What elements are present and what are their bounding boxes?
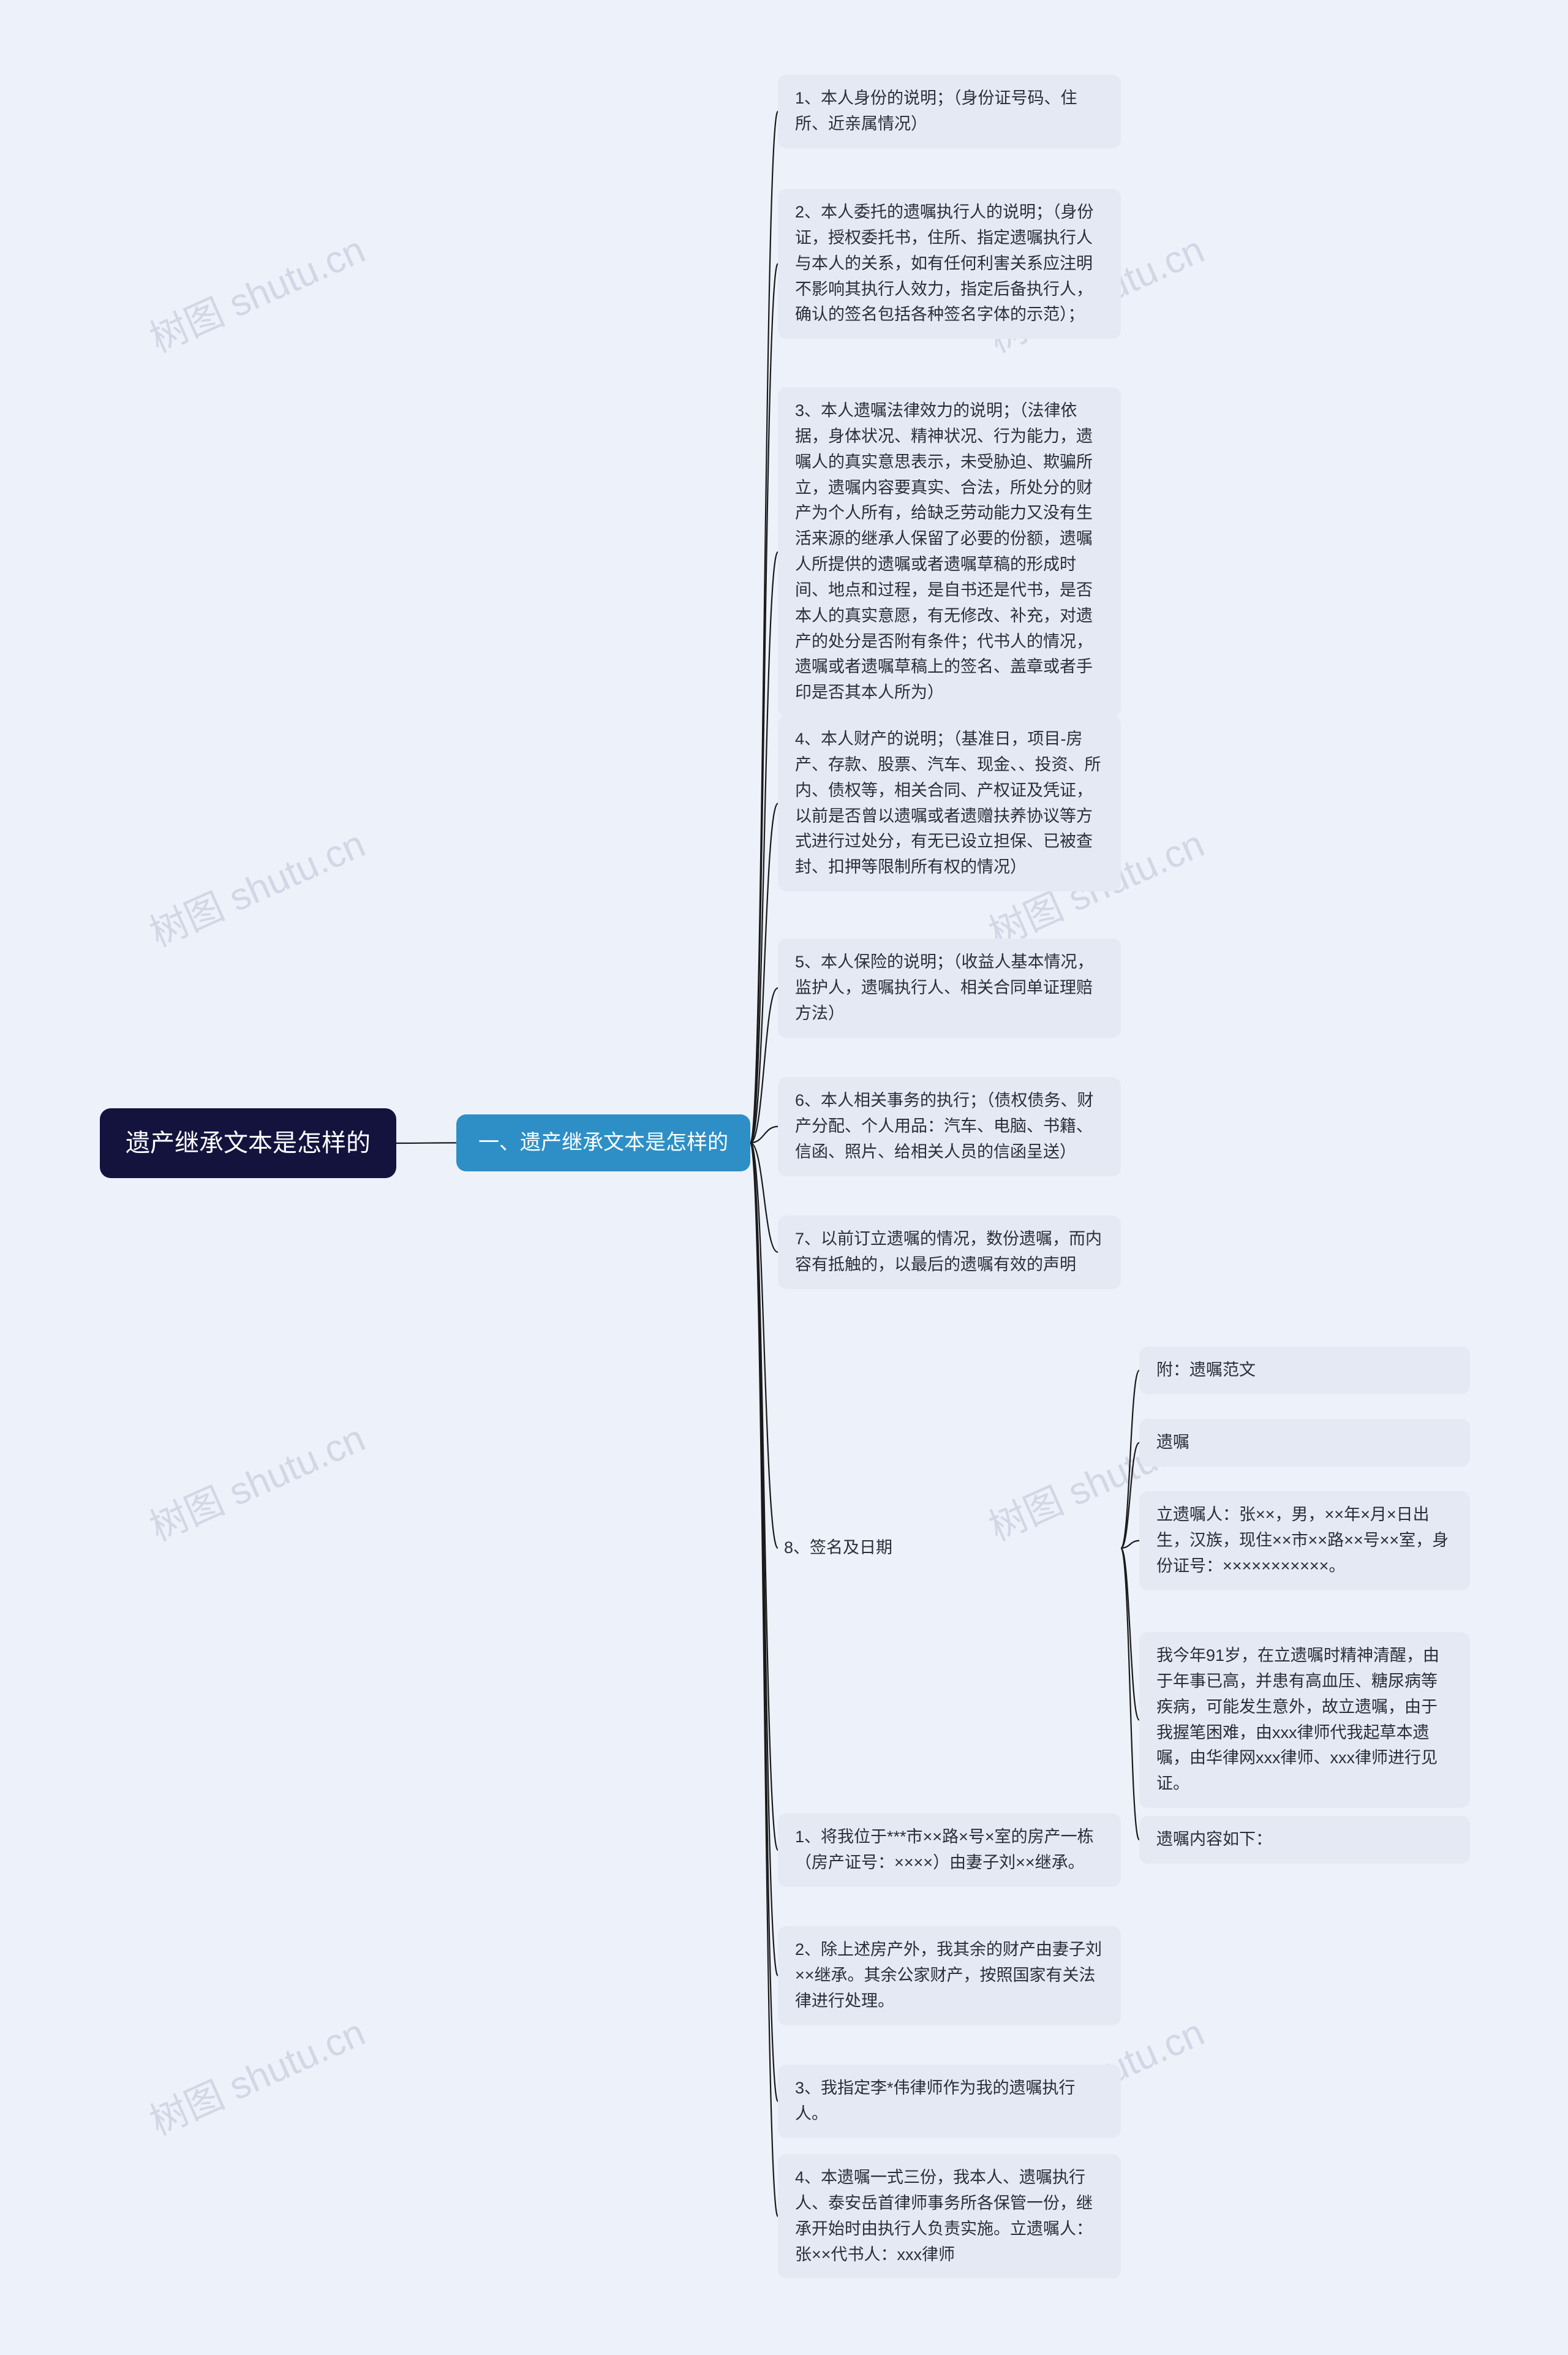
leaf-node: 遗嘱内容如下： (1139, 1816, 1470, 1864)
leaf-node: 遗嘱 (1139, 1419, 1470, 1467)
leaf-node: 我今年91岁，在立遗嘱时精神清醒，由于年事已高，并患有高血压、糖尿病等疾病，可能… (1139, 1632, 1470, 1808)
branch-node: 8、签名及日期 (778, 1528, 1121, 1568)
leaf-node: 6、本人相关事务的执行；（债权债务、财产分配、个人用品：汽车、电脑、书籍、信函、… (778, 1077, 1121, 1176)
mindmap-canvas: 树图 shutu.cn 树图 shutu.cn 树图 shutu.cn 树图 shut… (0, 0, 1568, 2355)
leaf-node: 1、本人身份的说明；（身份证号码、住所、近亲属情况） (778, 75, 1121, 148)
leaf-node: 4、本遗嘱一式三份，我本人、遗嘱执行人、泰安岳首律师事务所各保管一份，继承开始时… (778, 2154, 1121, 2278)
watermark: 树图 shutu.cn (140, 814, 372, 958)
leaf-node: 1、将我位于***市××路×号×室的房产一栋（房产证号：××××）由妻子刘××继… (778, 1813, 1121, 1887)
leaf-node: 7、以前订立遗嘱的情况，数份遗嘱，而内容有抵触的，以最后的遗嘱有效的声明 (778, 1215, 1121, 1289)
leaf-node: 5、本人保险的说明；（收益人基本情况，监护人，遗嘱执行人、相关合同单证理赔方法） (778, 939, 1121, 1038)
leaf-node: 4、本人财产的说明；（基准日，项目-房产、存款、股票、汽车、现金、、投资、所内、… (778, 716, 1121, 891)
watermark: 树图 shutu.cn (140, 2002, 372, 2146)
leaf-node: 2、除上述房产外，我其余的财产由妻子刘××继承。其余公家财产，按照国家有关法律进… (778, 1926, 1121, 2025)
leaf-node: 3、我指定李*伟律师作为我的遗嘱执行人。 (778, 2065, 1121, 2138)
leaf-node: 3、本人遗嘱法律效力的说明；（法律依据，身体状况、精神状况、行为能力，遗嘱人的真… (778, 387, 1121, 717)
watermark: 树图 shutu.cn (140, 1408, 372, 1552)
root-node: 遗产继承文本是怎样的 (100, 1108, 396, 1178)
leaf-node: 立遗嘱人：张××，男，××年×月×日出生，汉族，现住××市××路××号××室，身… (1139, 1491, 1470, 1590)
root-label: 遗产继承文本是怎样的 (126, 1130, 371, 1157)
leaf-node: 2、本人委托的遗嘱执行人的说明；（身份证，授权委托书，住所、指定遗嘱执行人与本人… (778, 189, 1121, 339)
watermark: 树图 shutu.cn (140, 219, 372, 363)
section-label: 一、遗产继承文本是怎样的 (478, 1131, 728, 1154)
leaf-node: 附：遗嘱范文 (1139, 1347, 1470, 1394)
section-node: 一、遗产继承文本是怎样的 (456, 1114, 750, 1171)
